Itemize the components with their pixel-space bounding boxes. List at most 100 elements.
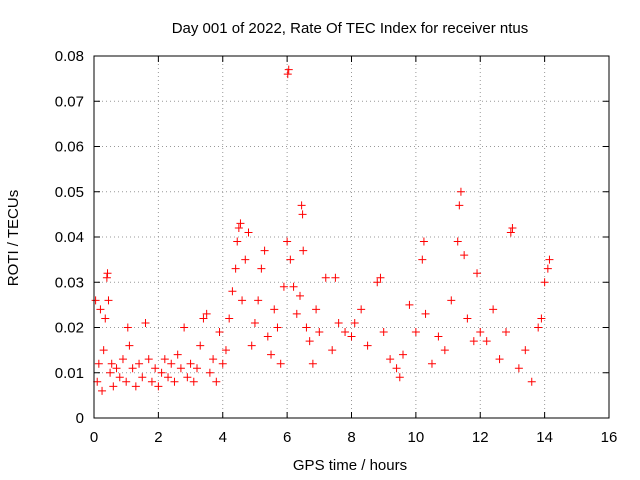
data-point xyxy=(421,309,430,318)
data-point xyxy=(308,359,317,368)
data-point xyxy=(283,70,292,79)
data-point xyxy=(273,323,282,332)
x-tick-label: 4 xyxy=(219,429,227,446)
data-point xyxy=(154,382,163,391)
data-point xyxy=(103,269,112,278)
data-point xyxy=(460,251,469,260)
data-point xyxy=(279,282,288,291)
data-point xyxy=(357,305,366,314)
y-tick-label: 0 xyxy=(76,410,84,427)
data-point xyxy=(334,318,343,327)
data-point xyxy=(109,382,118,391)
data-point xyxy=(476,328,485,337)
data-point xyxy=(128,364,137,373)
data-point xyxy=(341,328,350,337)
data-point xyxy=(186,359,195,368)
data-point xyxy=(173,350,182,359)
data-point xyxy=(167,359,176,368)
data-point xyxy=(427,359,436,368)
data-point xyxy=(199,314,208,323)
data-point xyxy=(545,255,554,264)
x-tick-label: 16 xyxy=(601,429,618,446)
data-point xyxy=(228,287,237,296)
x-tick-label: 2 xyxy=(154,429,162,446)
x-tick-label: 10 xyxy=(408,429,425,446)
data-point xyxy=(170,377,179,386)
x-tick-label: 12 xyxy=(472,429,489,446)
data-point xyxy=(254,296,263,305)
data-point xyxy=(257,264,266,273)
data-point xyxy=(456,187,465,196)
data-point xyxy=(305,337,314,346)
data-point xyxy=(508,223,517,232)
y-axis-label: ROTI / TECUs xyxy=(5,190,22,286)
data-point xyxy=(321,273,330,282)
data-point xyxy=(376,273,385,282)
data-point xyxy=(534,323,543,332)
data-point xyxy=(209,355,218,364)
data-points xyxy=(91,65,554,395)
data-point xyxy=(138,373,147,382)
data-point xyxy=(250,318,259,327)
data-point xyxy=(267,350,276,359)
data-point xyxy=(540,278,549,287)
data-point xyxy=(328,346,337,355)
data-point xyxy=(447,296,456,305)
data-point xyxy=(123,323,132,332)
data-point xyxy=(151,364,160,373)
data-point xyxy=(125,341,134,350)
data-point xyxy=(463,314,472,323)
data-point xyxy=(135,359,144,368)
data-point xyxy=(93,377,102,386)
data-point xyxy=(218,359,227,368)
data-point xyxy=(104,296,113,305)
data-point xyxy=(440,346,449,355)
y-tick-label: 0.08 xyxy=(55,48,84,65)
data-point xyxy=(112,364,121,373)
y-tick-label: 0.01 xyxy=(55,365,84,382)
data-point xyxy=(115,373,124,382)
data-point xyxy=(347,332,356,341)
data-point xyxy=(221,346,230,355)
data-point xyxy=(399,350,407,359)
data-point xyxy=(331,273,340,282)
data-point xyxy=(543,264,552,273)
data-point xyxy=(102,273,111,282)
data-point xyxy=(212,377,221,386)
data-point xyxy=(469,337,478,346)
data-point xyxy=(455,201,464,210)
data-point xyxy=(215,328,224,337)
data-point xyxy=(225,314,234,323)
data-point xyxy=(233,237,242,246)
data-point xyxy=(241,255,250,264)
data-point xyxy=(286,255,295,264)
data-point xyxy=(495,355,504,364)
data-point xyxy=(514,364,523,373)
data-point xyxy=(122,377,131,386)
data-point xyxy=(284,65,293,74)
data-point xyxy=(164,373,173,382)
data-point xyxy=(434,332,443,341)
data-point xyxy=(247,341,256,350)
data-point xyxy=(482,337,491,346)
data-point xyxy=(299,246,308,255)
data-point xyxy=(131,382,140,391)
data-point xyxy=(147,377,156,386)
data-point xyxy=(196,341,205,350)
data-point xyxy=(157,368,166,377)
data-point xyxy=(453,237,462,246)
data-point xyxy=(350,318,359,327)
data-point xyxy=(373,278,382,287)
data-point xyxy=(302,323,311,332)
chart-title: Day 001 of 2022, Rate Of TEC Index for r… xyxy=(172,20,529,37)
data-point xyxy=(297,201,306,210)
data-point xyxy=(270,305,279,314)
data-point xyxy=(205,368,214,377)
data-point xyxy=(260,246,269,255)
data-point xyxy=(363,341,372,350)
data-point xyxy=(419,237,428,246)
data-point xyxy=(94,359,103,368)
y-tick-label: 0.02 xyxy=(55,320,84,337)
data-point xyxy=(411,328,420,337)
